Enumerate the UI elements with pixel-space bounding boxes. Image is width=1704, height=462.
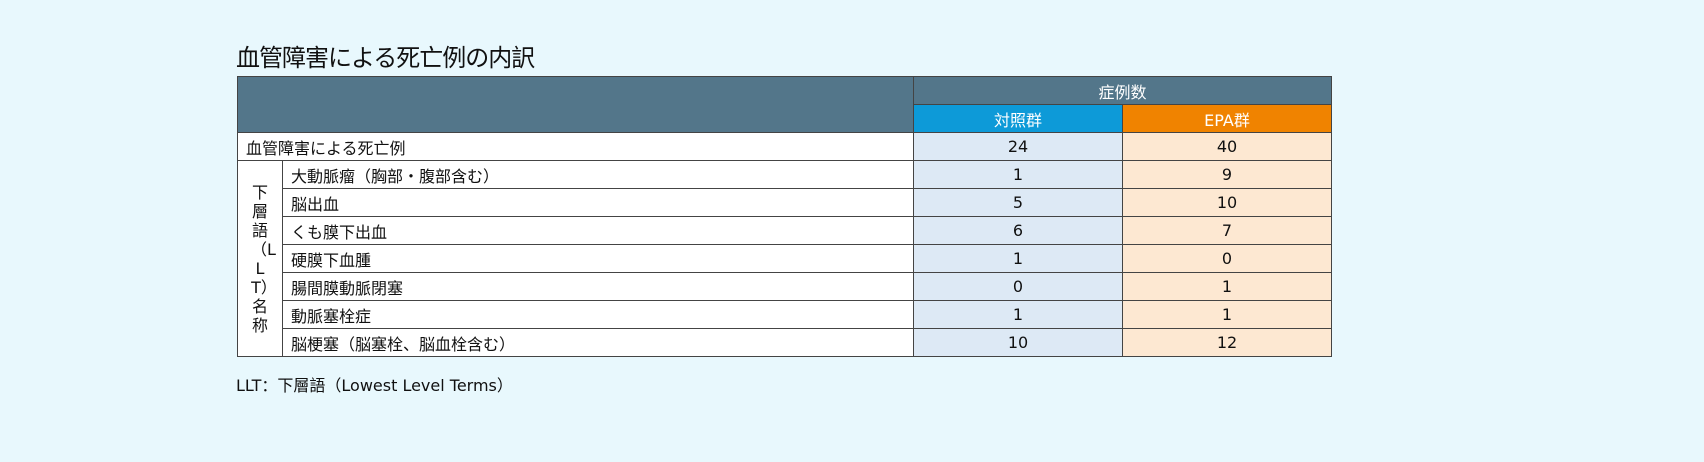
control-value: 24 bbox=[913, 132, 1123, 161]
llt-label: 下層語（LLT）名称 bbox=[237, 160, 283, 357]
epa-value: 0 bbox=[1122, 244, 1332, 273]
epa-value: 1 bbox=[1122, 272, 1332, 301]
row-label: 硬膜下血腫 bbox=[282, 244, 914, 273]
table-row: 硬膜下血腫 1 0 bbox=[238, 244, 1332, 273]
header-control: 対照群 bbox=[913, 104, 1123, 133]
epa-value: 10 bbox=[1122, 188, 1332, 217]
header-epa: EPA群 bbox=[1122, 104, 1332, 133]
row-label: 大動脈瘤（胸部・腹部含む） bbox=[282, 160, 914, 189]
control-value: 1 bbox=[913, 160, 1123, 189]
table-row: 下層語（LLT）名称 大動脈瘤（胸部・腹部含む） 1 9 bbox=[237, 160, 1332, 357]
page-title: 血管障害による死亡例の内訳 bbox=[236, 44, 535, 72]
control-value: 10 bbox=[913, 328, 1123, 357]
row-label: 動脈塞栓症 bbox=[282, 300, 914, 329]
control-value: 1 bbox=[913, 300, 1123, 329]
epa-value: 40 bbox=[1122, 132, 1332, 161]
epa-value: 7 bbox=[1122, 216, 1332, 245]
epa-value: 12 bbox=[1122, 328, 1332, 357]
row-label: くも膜下出血 bbox=[282, 216, 914, 245]
header-group: 症例数 bbox=[913, 76, 1332, 105]
table-row-total: 血管障害による死亡例 24 40 bbox=[237, 132, 1332, 161]
control-value: 1 bbox=[913, 244, 1123, 273]
control-value: 0 bbox=[913, 272, 1123, 301]
header-blank bbox=[237, 76, 914, 133]
table-row: 腸間膜動脈閉塞 0 1 bbox=[238, 272, 1332, 301]
footnote: LLT：下層語（Lowest Level Terms） bbox=[236, 376, 513, 395]
row-label: 脳梗塞（脳塞栓、脳血栓含む） bbox=[282, 328, 914, 357]
row-label: 血管障害による死亡例 bbox=[237, 132, 914, 161]
subheader-row: 対照群 EPA群 bbox=[238, 104, 1332, 133]
row-label: 腸間膜動脈閉塞 bbox=[282, 272, 914, 301]
control-value: 5 bbox=[913, 188, 1123, 217]
llt-label-text: 下層語（LLT）名称 bbox=[251, 182, 276, 335]
epa-value: 1 bbox=[1122, 300, 1332, 329]
table-row: 脳梗塞（脳塞栓、脳血栓含む） 10 12 bbox=[238, 328, 1332, 357]
death-breakdown-table: 症例数 対照群 EPA群 血管障害による死亡例 24 40 下層語（LLT）名称… bbox=[237, 76, 1332, 357]
row-label: 脳出血 bbox=[282, 188, 914, 217]
table-row: 動脈塞栓症 1 1 bbox=[238, 300, 1332, 329]
table-row: 脳出血 5 10 bbox=[238, 188, 1332, 217]
epa-value: 9 bbox=[1122, 160, 1332, 189]
table-row: くも膜下出血 6 7 bbox=[238, 216, 1332, 245]
control-value: 6 bbox=[913, 216, 1123, 245]
header-row: 症例数 bbox=[237, 76, 1332, 133]
